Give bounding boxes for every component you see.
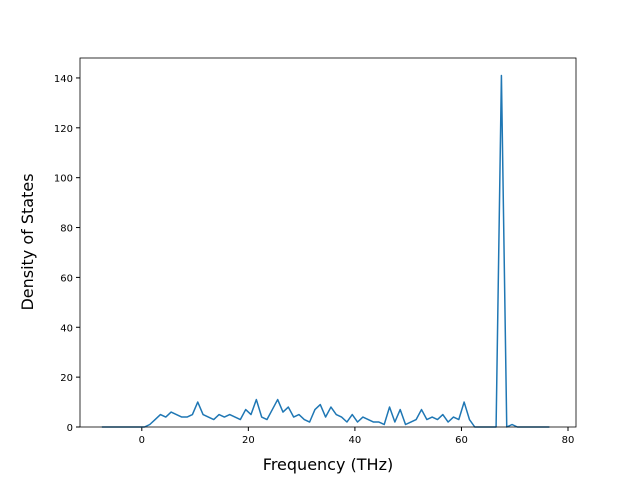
y-tick-label: 100 xyxy=(54,174,73,185)
plot-frame xyxy=(79,57,577,428)
y-tick-label: 120 xyxy=(54,124,73,135)
x-tick-label: 60 xyxy=(455,435,468,446)
y-tick-label: 140 xyxy=(54,74,73,85)
y-tick-label: 40 xyxy=(60,323,73,334)
y-tick-label: 80 xyxy=(60,224,73,235)
x-tick-label: 80 xyxy=(562,435,575,446)
x-tick-label: 20 xyxy=(242,435,255,446)
x-axis-label: Frequency (THz) xyxy=(263,455,393,474)
y-tick-label: 0 xyxy=(67,423,73,434)
x-tick-label: 0 xyxy=(139,435,145,446)
y-tick-label: 60 xyxy=(60,273,73,284)
x-tick-label: 40 xyxy=(349,435,362,446)
y-axis-label: Density of States xyxy=(18,173,37,310)
data-line xyxy=(101,74,550,428)
y-tick-label: 20 xyxy=(60,373,73,384)
